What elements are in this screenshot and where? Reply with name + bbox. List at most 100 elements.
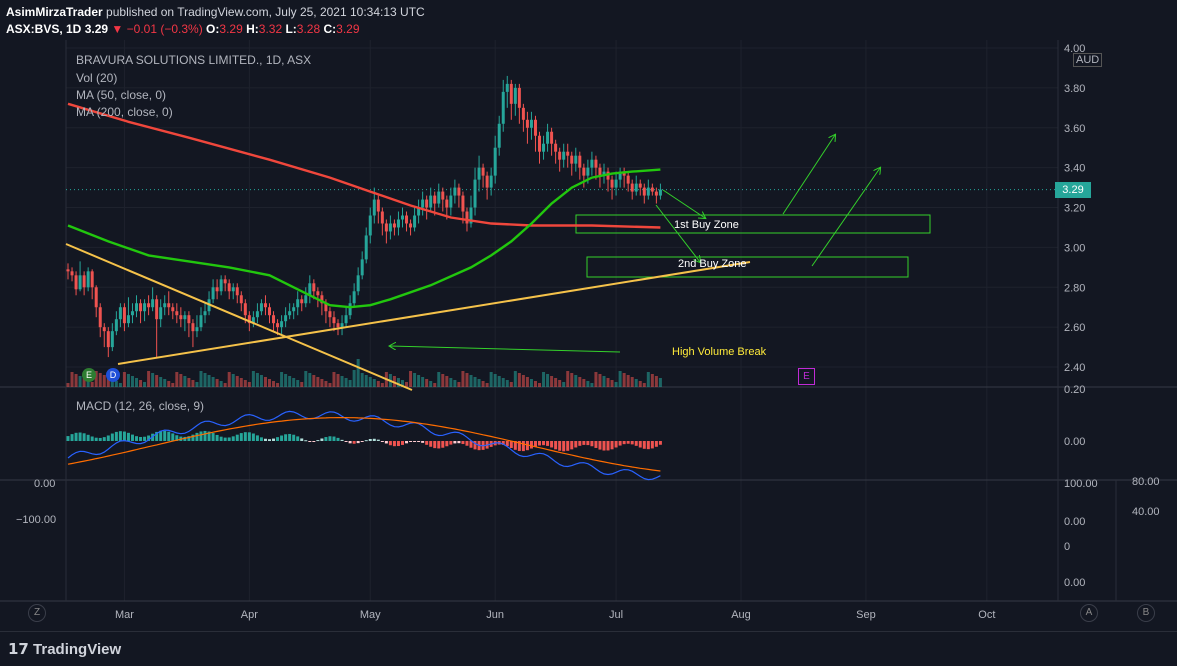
candle-body (159, 307, 163, 320)
candle-body (658, 189, 662, 196)
candle-body (179, 315, 183, 320)
macd-hist-bar (445, 441, 449, 447)
author-name[interactable]: AsimMirzaTrader (6, 5, 103, 19)
macd-hist-bar (175, 435, 179, 441)
high-value: 3.32 (258, 22, 283, 36)
volume-bar (207, 375, 211, 387)
tradingview-logo[interactable]: 𝟭𝟳 TradingView (8, 640, 121, 658)
volume-bar (219, 381, 223, 387)
candle-body (542, 143, 546, 152)
timezone-button[interactable]: Z (28, 604, 46, 622)
downtrend-line[interactable] (65, 243, 413, 391)
volume-bar (167, 381, 171, 387)
volume-bar (304, 371, 308, 387)
ma50-legend[interactable]: MA (50, close, 0) (76, 88, 167, 102)
macd-hist-bar (594, 441, 598, 448)
macd-hist-bar (272, 438, 276, 441)
macd-hist-bar (352, 441, 356, 444)
volume-bar (570, 373, 574, 387)
earnings-badge[interactable]: E (798, 368, 815, 385)
volume-break-label[interactable]: High Volume Break (672, 346, 767, 358)
macd-hist-bar (417, 441, 421, 442)
volume-bar (445, 376, 449, 387)
rebound-arrow-2[interactable] (811, 168, 880, 267)
macd-hist-bar (654, 441, 658, 447)
price-tick-label: 3.80 (1064, 83, 1085, 95)
price-tick-label: 3.60 (1064, 123, 1085, 135)
candle-body (139, 303, 143, 312)
macd-hist-bar (94, 437, 98, 441)
candle-body (360, 259, 364, 276)
candle-body (570, 155, 574, 164)
second-buy-zone[interactable] (586, 256, 909, 278)
candle-body (239, 295, 243, 304)
pane4-label: 100.00 (1064, 478, 1098, 490)
chart-title[interactable]: BRAVURA SOLUTIONS LIMITED., 1D, ASX (76, 53, 312, 67)
volume-bar (610, 380, 614, 387)
macd-hist-bar (368, 439, 372, 441)
auto-scale-button[interactable]: A (1080, 604, 1098, 622)
dividend-marker[interactable]: D (106, 368, 120, 382)
macd-hist-bar (658, 441, 662, 445)
arrow-to-zone1[interactable] (662, 189, 705, 218)
candle-body (280, 321, 284, 328)
macd-hist-bar (590, 441, 594, 447)
candle-body (453, 187, 457, 196)
open-value: 3.29 (219, 22, 243, 36)
arrow-to-zone2[interactable] (655, 204, 700, 262)
volume-bar (292, 378, 296, 387)
candle-body (622, 171, 626, 176)
candle-body (618, 171, 622, 180)
vol-legend[interactable]: Vol (20) (76, 71, 118, 85)
volume-bar (396, 378, 400, 387)
macd-hist-bar (328, 436, 332, 441)
candle-body (413, 215, 417, 228)
macd-hist-bar (360, 441, 364, 442)
volume-break-arrow[interactable] (390, 346, 621, 353)
volume-bar (594, 372, 598, 387)
macd-hist-bar (574, 441, 578, 448)
macd-hist-bar (320, 438, 324, 441)
volume-bar (227, 372, 231, 387)
first-buy-zone[interactable] (575, 214, 931, 234)
macd-hist-bar (231, 436, 235, 441)
ma200-legend[interactable]: MA (200, close, 0) (76, 105, 173, 119)
volume-bar (376, 381, 380, 387)
volume-bar (272, 381, 276, 387)
zone1-label[interactable]: 1st Buy Zone (674, 219, 739, 231)
candle-body (219, 279, 223, 292)
uptrend-line[interactable] (117, 261, 751, 365)
macd-hist-bar (82, 433, 86, 441)
volume-bar (590, 383, 594, 387)
volume-bar (417, 375, 421, 387)
volume-bar (364, 375, 368, 387)
time-tick-label: Oct (978, 609, 995, 621)
macd-hist-bar (207, 431, 211, 441)
macd-hist-bar (586, 441, 590, 446)
macd-legend[interactable]: MACD (12, 26, close, 9) (76, 399, 205, 413)
candle-body (130, 311, 134, 316)
brand-name: TradingView (33, 641, 122, 658)
volume-bar (586, 381, 590, 387)
earnings-marker[interactable]: E (82, 368, 96, 382)
candle-body (300, 299, 304, 304)
macd-hist-bar (114, 431, 118, 441)
macd-hist-bar (461, 441, 465, 445)
candle-body (320, 295, 324, 304)
macd-hist-bar (147, 435, 151, 441)
candle-body (602, 171, 606, 176)
scale-b-button[interactable]: B (1137, 604, 1155, 622)
zone2-label[interactable]: 2nd Buy Zone (678, 258, 747, 270)
candle-body (348, 303, 352, 316)
macd-hist-bar (235, 434, 239, 441)
price-tick-label: 2.60 (1064, 322, 1085, 334)
time-tick-label: Aug (731, 609, 751, 621)
volume-bar (110, 379, 114, 387)
macd-hist-bar (90, 436, 94, 441)
volume-bar (533, 381, 537, 387)
rebound-arrow-1[interactable] (782, 135, 835, 215)
candle-body (167, 303, 171, 308)
macd-hist-bar (187, 436, 191, 441)
macd-hist-bar (626, 441, 630, 444)
